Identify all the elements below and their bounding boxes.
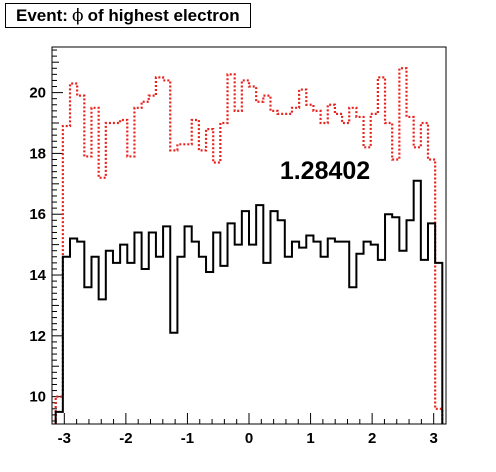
x-tick-label: 2 [368,430,376,447]
x-tick-label: -1 [181,430,194,447]
histogram-series-red-dotted [54,67,444,424]
x-tick-label: -2 [119,430,132,447]
y-tick-label: 12 [29,328,46,345]
x-tick-label: 3 [430,430,438,447]
chart-title: Event: ϕ of highest electron [5,3,251,28]
series-layer [54,67,444,424]
y-tick-label: 20 [29,85,46,102]
y-tick-label: 18 [29,145,46,162]
y-tick-label: 10 [29,389,46,406]
x-axis: -3 -2 -1 0 1 2 3 [51,413,447,447]
x-tick-label: -3 [58,430,71,447]
y-tick-label: 14 [29,267,46,284]
title-suffix: of highest electron [87,5,240,25]
y-tick-label: 16 [29,206,46,223]
chart-annotation: 1.28402 [280,157,370,185]
y-axis: 10 12 14 16 18 20 [29,49,63,422]
title-prefix: Event: [16,5,68,25]
x-tick-label: 1 [306,430,314,447]
x-tick-label: 0 [245,430,253,447]
histogram-series-black-solid [54,179,444,424]
title-phi-symbol: ϕ [71,5,84,26]
